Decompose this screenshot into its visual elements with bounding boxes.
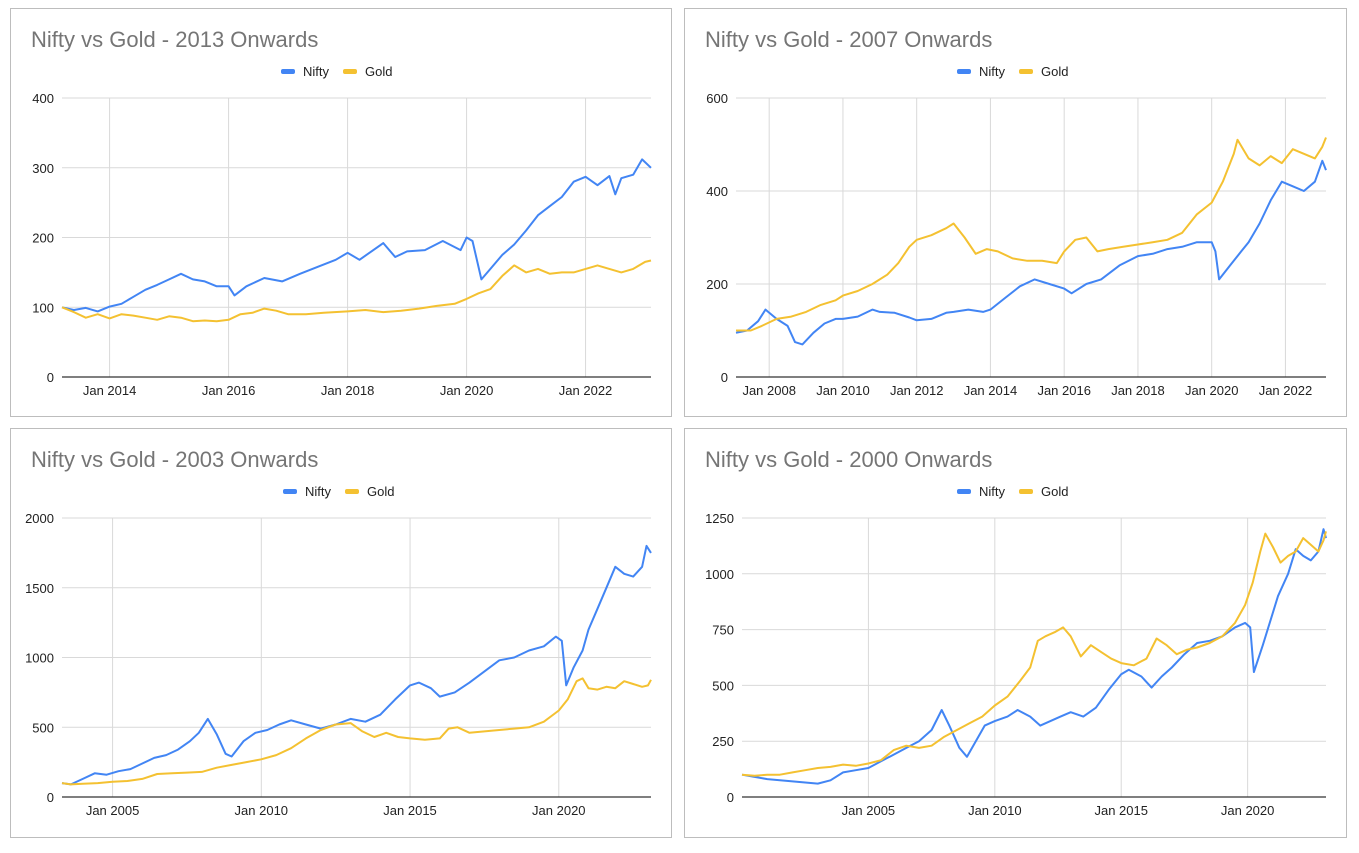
chart-legend: Nifty Gold: [957, 484, 1082, 499]
legend-swatch-nifty: [957, 489, 971, 494]
legend-item-gold: Gold: [1019, 484, 1068, 499]
x-tick-label: Jan 2014: [964, 383, 1018, 398]
legend-swatch-nifty: [957, 69, 971, 74]
legend-item-nifty: Nifty: [283, 484, 331, 499]
y-tick-label: 0: [47, 790, 54, 805]
x-tick-label: Jan 2015: [1094, 803, 1148, 818]
x-tick-label: Jan 2012: [890, 383, 944, 398]
x-tick-label: Jan 2005: [86, 803, 140, 818]
y-tick-label: 250: [712, 734, 734, 749]
x-tick-label: Jan 2010: [816, 383, 870, 398]
chart-panel-2013: Jan 2014 Jan 2016 Jan 2018 Jan 2020 Jan 2022…: [10, 8, 672, 417]
x-tick-label: Jan 2018: [1111, 383, 1165, 398]
legend-swatch-gold: [343, 69, 357, 74]
x-tick-label: Jan 2010: [235, 803, 289, 818]
x-tick-label: Jan 2022: [559, 383, 613, 398]
y-tick-label: 2000: [25, 511, 54, 526]
legend-swatch-nifty: [281, 69, 295, 74]
x-tick-label: Jan 2022: [1259, 383, 1313, 398]
series-line-nifty: [735, 159, 1327, 346]
y-tick-label: 400: [32, 91, 54, 106]
y-tick-label: 1000: [25, 651, 54, 666]
chart-title: Nifty vs Gold - 2007 Onwards: [705, 27, 993, 52]
legend-swatch-nifty: [283, 489, 297, 494]
y-tick-label: 100: [32, 300, 54, 315]
chart-legend: Nifty Gold: [283, 484, 408, 499]
x-tick-label: Jan 2020: [1185, 383, 1239, 398]
y-tick-label: 0: [727, 790, 734, 805]
legend-item-gold: Gold: [343, 64, 392, 79]
chart-title: Nifty vs Gold - 2003 Onwards: [31, 447, 319, 472]
y-tick-label: 0: [721, 370, 728, 385]
y-tick-label: 400: [706, 184, 728, 199]
chart-svg-2000: Jan 2005 Jan 2010 Jan 2015 Jan 2020 0 250 500 7…: [705, 511, 1327, 818]
y-tick-label: 500: [712, 678, 734, 693]
chart-title: Nifty vs Gold - 2000 Onwards: [705, 447, 993, 472]
y-tick-label: 500: [32, 720, 54, 735]
x-tick-label: Jan 2014: [83, 383, 137, 398]
y-tick-label: 200: [32, 231, 54, 246]
legend-label-nifty: Nifty: [303, 64, 329, 79]
x-tick-label: Jan 2020: [532, 803, 586, 818]
chart-title: Nifty vs Gold - 2013 Onwards: [31, 27, 319, 52]
x-tick-label: Jan 2010: [968, 803, 1022, 818]
legend-label-gold: Gold: [365, 64, 393, 79]
series-line-gold: [741, 531, 1327, 777]
series-line-gold: [61, 259, 652, 323]
x-tick-label: Jan 2008: [742, 383, 796, 398]
series-line-nifty: [61, 158, 652, 313]
legend-label-gold: Gold: [1041, 484, 1069, 499]
legend-item-nifty: Nifty: [957, 64, 1005, 79]
x-tick-label: Jan 2018: [321, 383, 375, 398]
legend-item-nifty: Nifty: [281, 64, 329, 79]
legend-swatch-gold: [1019, 69, 1033, 74]
x-tick-label: Jan 2015: [383, 803, 437, 818]
legend-item-nifty: Nifty: [957, 484, 1005, 499]
series-line-nifty: [61, 544, 652, 786]
legend-item-gold: Gold: [1019, 64, 1068, 79]
chart-panel-2000: Jan 2005 Jan 2010 Jan 2015 Jan 2020 0 250 500 7…: [684, 428, 1347, 838]
legend-label-nifty: Nifty: [305, 484, 331, 499]
legend-swatch-gold: [345, 489, 359, 494]
chart-svg-2003: Jan 2005 Jan 2010 Jan 2015 Jan 2020 0 500 1000…: [25, 511, 652, 818]
y-tick-label: 1000: [705, 567, 734, 582]
y-tick-label: 1250: [705, 511, 734, 526]
x-tick-label: Jan 2020: [1221, 803, 1275, 818]
legend-item-gold: Gold: [345, 484, 394, 499]
chart-legend: Nifty Gold: [957, 64, 1082, 79]
y-tick-label: 750: [712, 623, 734, 638]
x-tick-label: Jan 2016: [1037, 383, 1091, 398]
y-tick-label: 300: [32, 161, 54, 176]
chart-svg-2007: Jan 2008 Jan 2010 Jan 2012 Jan 2014 Jan 2016…: [706, 91, 1327, 398]
y-tick-label: 1500: [25, 581, 54, 596]
legend-label-nifty: Nifty: [979, 64, 1005, 79]
series-line-gold: [736, 137, 1327, 332]
x-tick-label: Jan 2020: [440, 383, 494, 398]
y-tick-label: 0: [47, 370, 54, 385]
series-line-gold: [61, 677, 652, 786]
legend-label-gold: Gold: [1041, 64, 1069, 79]
series-line-nifty: [741, 528, 1327, 785]
legend-label-nifty: Nifty: [979, 484, 1005, 499]
chart-panel-2003: Jan 2005 Jan 2010 Jan 2015 Jan 2020 0 500 1000…: [10, 428, 672, 838]
y-tick-label: 600: [706, 91, 728, 106]
legend-label-gold: Gold: [367, 484, 395, 499]
x-tick-label: Jan 2016: [202, 383, 256, 398]
legend-swatch-gold: [1019, 489, 1033, 494]
y-tick-label: 200: [706, 277, 728, 292]
x-tick-label: Jan 2005: [842, 803, 896, 818]
chart-panel-2007: Jan 2008 Jan 2010 Jan 2012 Jan 2014 Jan 2016…: [684, 8, 1347, 417]
chart-svg-2013: Jan 2014 Jan 2016 Jan 2018 Jan 2020 Jan 2022…: [32, 91, 652, 398]
chart-legend: Nifty Gold: [281, 64, 406, 79]
